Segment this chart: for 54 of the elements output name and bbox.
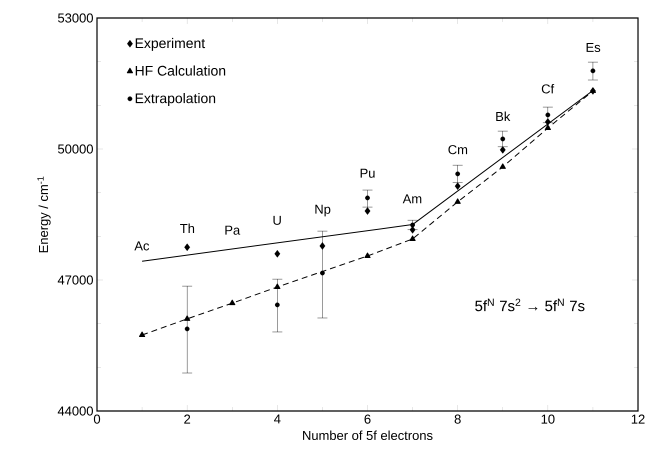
y-tick-label: 50000 — [58, 144, 93, 154]
point — [544, 118, 551, 126]
point — [455, 172, 460, 176]
point — [320, 242, 326, 250]
y-tick-label: 47000 — [58, 275, 93, 285]
annotation: Bk — [496, 112, 510, 121]
point — [545, 112, 550, 118]
annotation: Th — [180, 224, 194, 233]
point — [410, 226, 416, 234]
annotation: Ac — [134, 241, 150, 250]
x-tick-label: 4 — [274, 414, 281, 424]
point — [365, 196, 370, 200]
point — [138, 332, 146, 338]
annotation: Pu — [360, 168, 375, 178]
point — [364, 207, 370, 215]
point — [320, 270, 325, 276]
annotation: U — [273, 216, 281, 225]
annotation: Cm — [448, 145, 468, 154]
point — [454, 182, 461, 190]
x-tick-label: 6 — [364, 414, 371, 424]
legend-label: Extrapolation — [136, 92, 216, 106]
x-tick-label: 8 — [454, 414, 461, 424]
point — [229, 300, 236, 306]
y-tick-label: 44000 — [58, 406, 93, 416]
point — [274, 302, 280, 308]
point — [454, 198, 461, 204]
x-tick-label: 12 — [632, 414, 645, 424]
legend-label: HF Calculation — [136, 65, 226, 76]
point — [274, 284, 280, 289]
point — [500, 146, 506, 154]
y-tick-label: 53000 — [58, 13, 93, 23]
x-tick-label: 10 — [542, 414, 555, 424]
x-axis-title: Number of 5f electrons — [303, 430, 433, 440]
point — [184, 243, 190, 252]
annotation: 5f$^{N}$ 7s$^{2}$ → 5f$^{N}$ 7s — [475, 298, 584, 312]
annotation: Es — [586, 42, 600, 52]
point — [544, 124, 551, 130]
point — [274, 250, 280, 258]
point — [410, 222, 415, 228]
annotation: Am — [402, 194, 422, 204]
point — [410, 235, 416, 241]
x-tick-label: 2 — [184, 414, 190, 424]
x-tick-label: 0 — [94, 414, 100, 424]
point — [500, 136, 506, 142]
legend-label: Experiment — [136, 38, 206, 51]
point — [500, 163, 506, 169]
point — [184, 326, 190, 332]
annotation: Pa — [225, 226, 240, 235]
point — [590, 68, 596, 74]
annotation: Np — [315, 204, 330, 216]
point — [364, 252, 371, 258]
point — [184, 315, 190, 321]
annotation: Cf — [542, 84, 554, 94]
y-axis-title: Energy / cm$^{-1}$ — [37, 176, 51, 252]
